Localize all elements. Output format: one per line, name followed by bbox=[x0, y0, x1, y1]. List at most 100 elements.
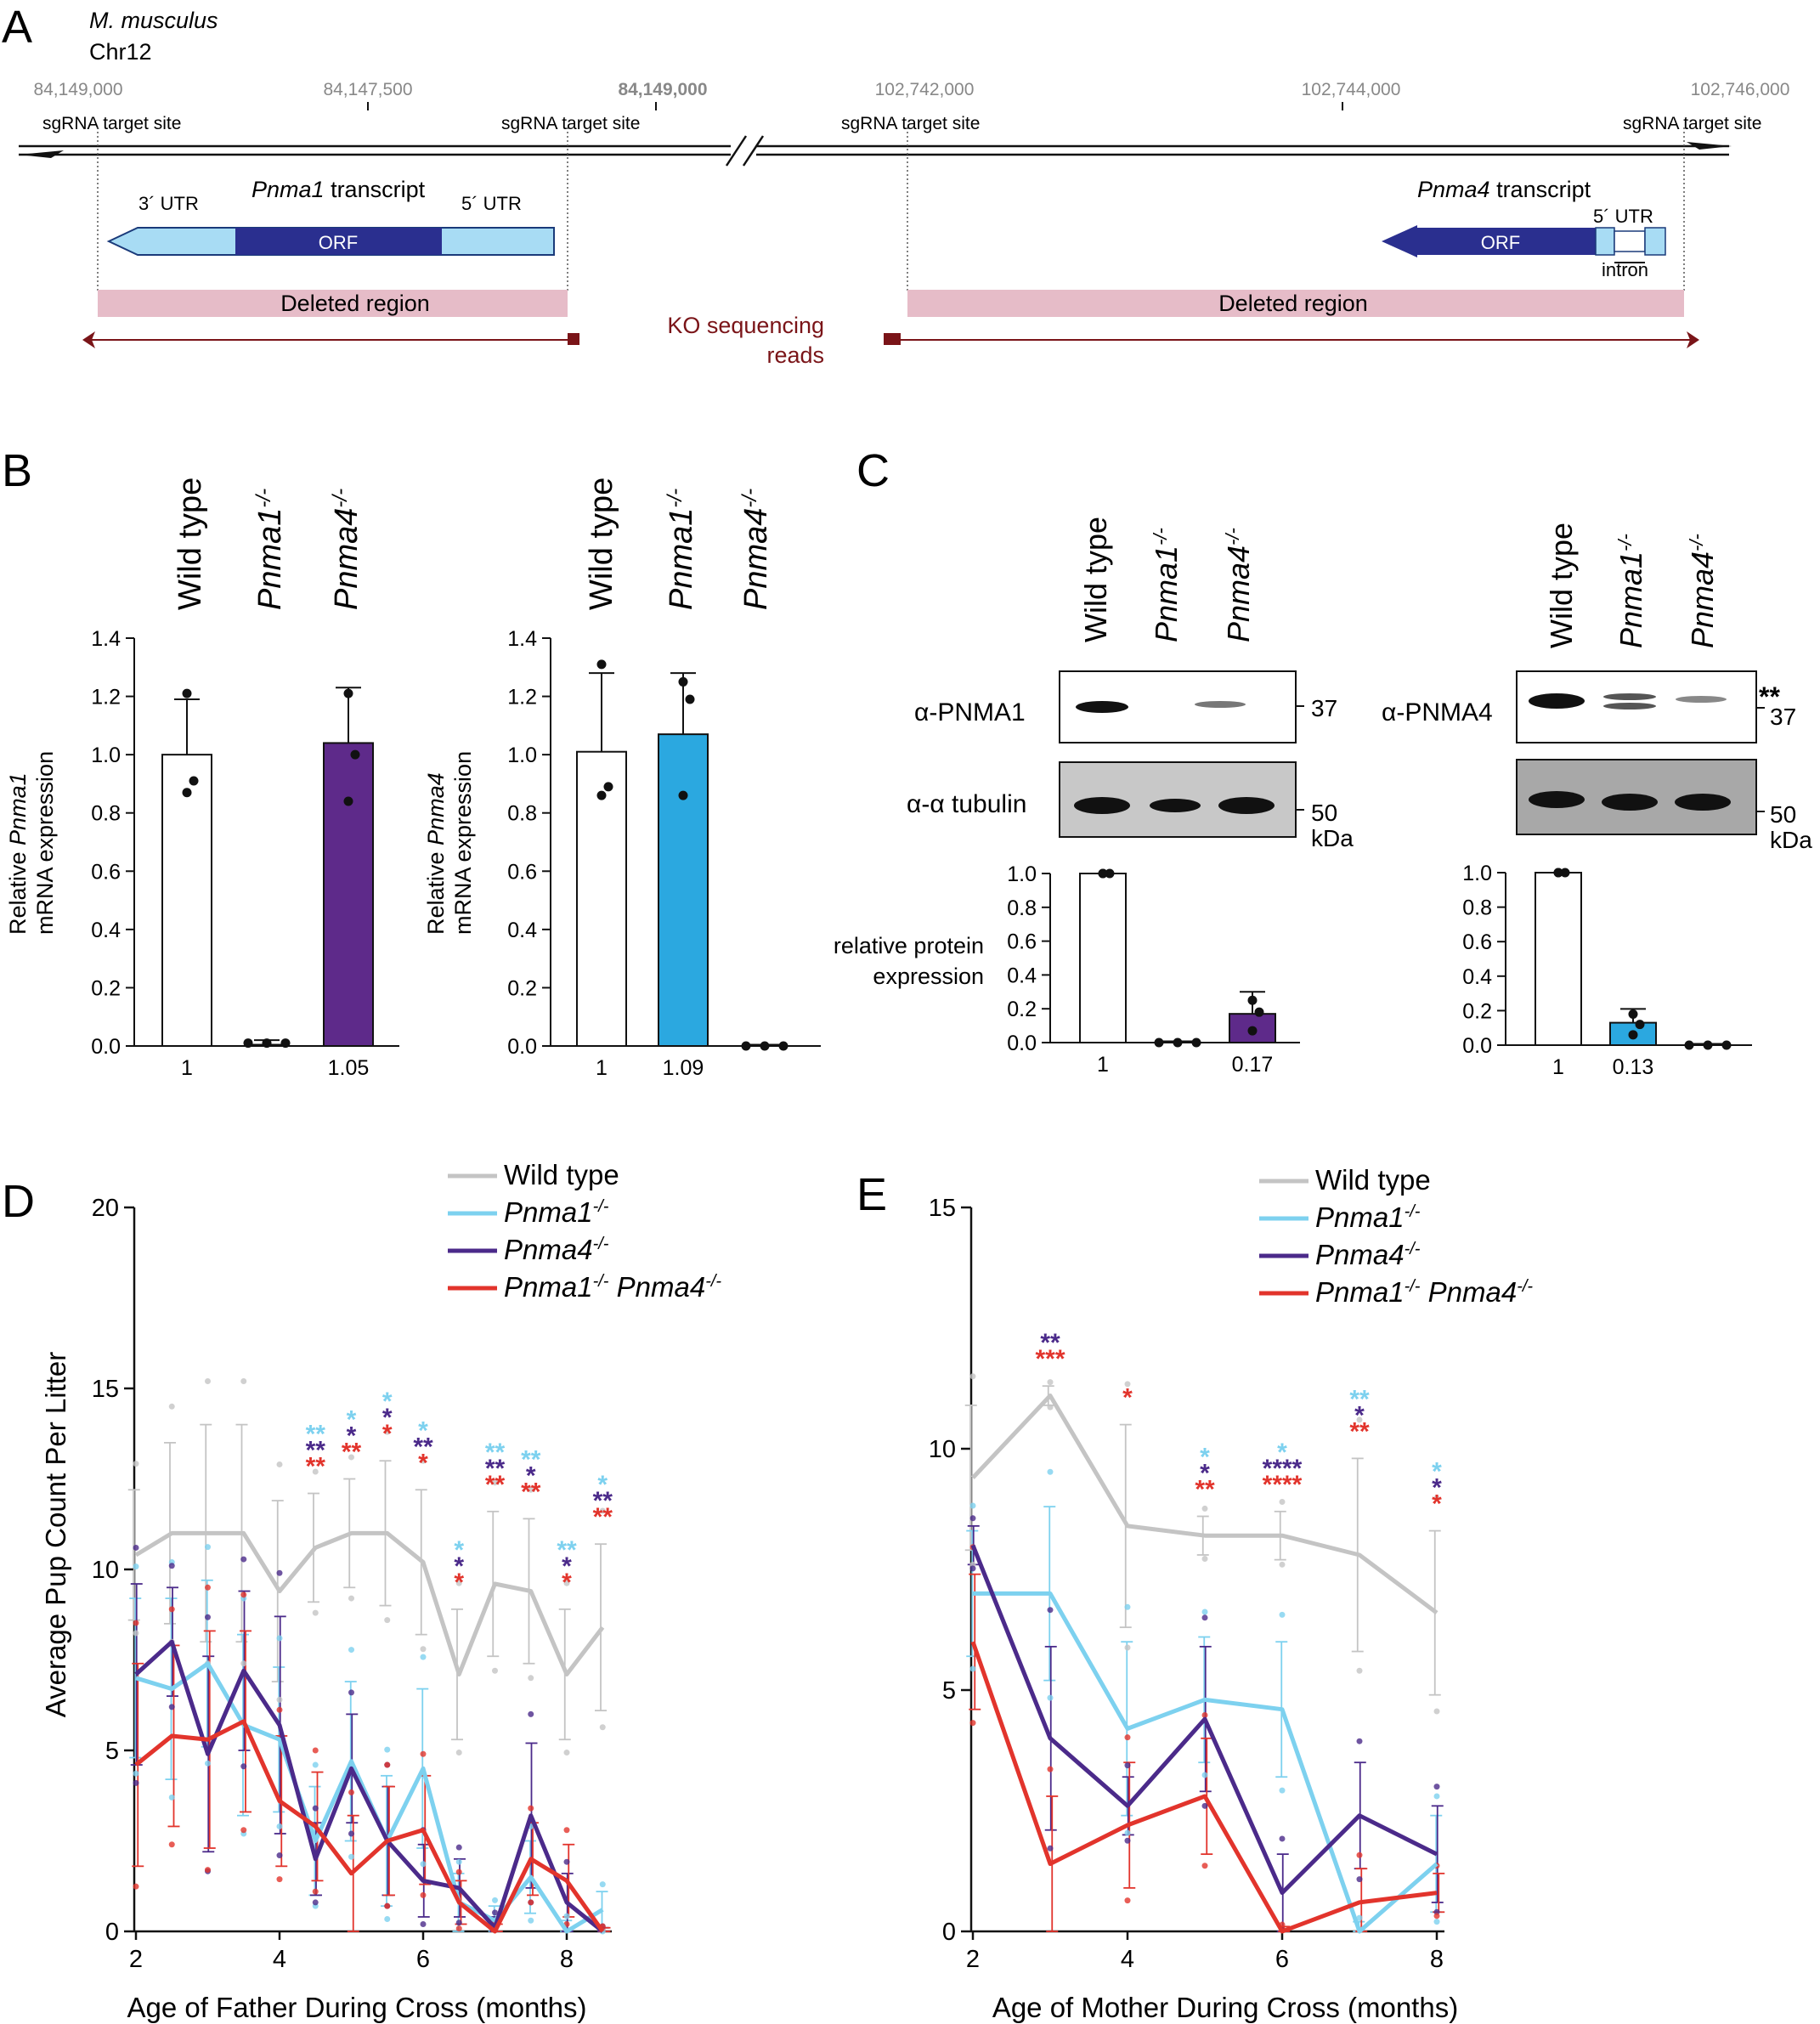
significance-mark: * bbox=[526, 1461, 536, 1490]
series-line bbox=[134, 1639, 604, 1933]
y-tick-label: 0.0 bbox=[1007, 1032, 1037, 1055]
y-tick-label: 0.8 bbox=[507, 802, 537, 826]
data-point bbox=[1173, 1037, 1183, 1048]
data-point bbox=[276, 1696, 283, 1703]
blot-band bbox=[1074, 797, 1130, 814]
legend-entry: Pnma1-/- bbox=[1315, 1201, 1421, 1233]
data-point bbox=[1201, 1802, 1208, 1809]
data-point bbox=[1201, 1772, 1208, 1778]
blot-band bbox=[1195, 701, 1246, 708]
significance-mark: * bbox=[382, 1404, 393, 1432]
y-tick-label: 0.2 bbox=[1462, 999, 1492, 1023]
data-point bbox=[348, 1689, 354, 1696]
data-point bbox=[133, 1779, 139, 1786]
data-point bbox=[492, 1479, 498, 1486]
data-point bbox=[168, 1704, 175, 1710]
data-point bbox=[280, 1038, 291, 1049]
x-axis-label: Age of Mother During Cross (months) bbox=[992, 1992, 1458, 2023]
legend-entry: Pnma4-/- bbox=[504, 1234, 609, 1265]
data-point bbox=[1553, 868, 1563, 878]
y-tick-label: 0.8 bbox=[1007, 896, 1037, 920]
data-point bbox=[168, 1841, 175, 1848]
x-axis-label: Age of Father During Cross (months) bbox=[127, 1992, 586, 2023]
coord-label: 84,149,000 bbox=[33, 80, 122, 99]
data-point bbox=[455, 1844, 462, 1851]
data-point bbox=[420, 1920, 427, 1927]
y-axis-label: Relative Pnma1 bbox=[5, 772, 31, 935]
significance-mark: ** bbox=[485, 1455, 506, 1483]
y-tick-label: 1.0 bbox=[1462, 862, 1492, 885]
kda-label: kDa bbox=[1311, 825, 1354, 851]
data-point bbox=[1201, 1712, 1208, 1719]
data-point bbox=[312, 1761, 319, 1768]
strand-arrow-right bbox=[1687, 142, 1732, 150]
genotype-label: Wild type bbox=[1078, 517, 1113, 642]
pnma1-orf bbox=[235, 228, 442, 255]
significance-mark: * bbox=[1122, 1384, 1133, 1412]
data-point bbox=[348, 1454, 354, 1461]
data-point bbox=[420, 1646, 427, 1653]
pnma4-transcript-arrow: ORF bbox=[1382, 225, 1666, 263]
data-point bbox=[969, 1720, 976, 1727]
chromosome-track bbox=[19, 135, 1729, 167]
data-point bbox=[276, 1876, 283, 1883]
significance-mark: *** bbox=[1035, 1345, 1065, 1373]
data-point bbox=[1124, 1644, 1131, 1651]
data-point bbox=[1201, 1614, 1208, 1621]
blot-band bbox=[1218, 797, 1275, 814]
blot-headers-right: Wild type Pnma1-/- Pnma4-/- bbox=[1544, 523, 1720, 648]
data-point bbox=[1047, 1404, 1054, 1411]
y-tick-label: 15 bbox=[92, 1376, 119, 1403]
significance-mark: * bbox=[1432, 1474, 1442, 1502]
data-point bbox=[348, 1595, 354, 1602]
kda-label: kDa bbox=[1770, 827, 1812, 853]
data-point bbox=[1433, 1913, 1440, 1919]
y-tick-label: 0.2 bbox=[1007, 998, 1037, 1021]
blot-headers-left: Wild type Pnma1-/- Pnma4-/- bbox=[1078, 517, 1256, 642]
data-point bbox=[343, 688, 353, 698]
genotype-label: Pnma1-/- bbox=[1149, 528, 1184, 642]
mw-marker-50: 50 bbox=[1311, 800, 1337, 826]
series-line bbox=[973, 1591, 1438, 1934]
data-point bbox=[276, 1823, 283, 1829]
deleted-region-pnma4 bbox=[907, 290, 1684, 317]
y-tick-label: 0.4 bbox=[1007, 964, 1037, 987]
value-label: 0.17 bbox=[1232, 1053, 1274, 1077]
data-point bbox=[1433, 1708, 1440, 1715]
pnma4-orf bbox=[1382, 225, 1596, 257]
blot-band bbox=[1675, 794, 1731, 811]
data-point bbox=[1047, 1766, 1054, 1772]
data-point bbox=[685, 694, 695, 704]
data-point bbox=[312, 1468, 319, 1475]
data-point bbox=[240, 1591, 247, 1598]
panel-b: B Wild type Pnma1-/- Pnma4-/- 0.0 0.2 0.4 0.6 0… bbox=[2, 445, 821, 1080]
data-point bbox=[528, 1486, 534, 1493]
coord-label: 84,149,000 bbox=[618, 80, 707, 99]
data-point bbox=[420, 1750, 427, 1757]
genotype-label: Pnma4-/- bbox=[329, 489, 365, 610]
legend-entry: Pnma4-/- bbox=[1315, 1239, 1421, 1270]
value-label: 1.05 bbox=[328, 1056, 370, 1080]
series-line bbox=[971, 1394, 1438, 1615]
data-point bbox=[599, 1724, 606, 1731]
significance-mark: ** bbox=[1040, 1329, 1060, 1357]
y-tick-label: 1.4 bbox=[507, 627, 537, 651]
data-point bbox=[596, 790, 607, 800]
data-point bbox=[778, 1041, 788, 1051]
data-point bbox=[133, 1883, 139, 1890]
data-point bbox=[1047, 1845, 1054, 1852]
data-point bbox=[240, 1763, 247, 1770]
significance-mark: * bbox=[562, 1569, 572, 1597]
species-label: M. musculus bbox=[89, 8, 218, 33]
data-point bbox=[1279, 1835, 1286, 1842]
y-tick-label: 5 bbox=[105, 1738, 119, 1765]
data-point bbox=[563, 1858, 570, 1865]
data-point bbox=[528, 1675, 534, 1682]
panel-label-b: B bbox=[2, 445, 32, 496]
sgrna-target-label: sgRNA target site bbox=[841, 114, 980, 133]
data-point bbox=[1560, 868, 1570, 878]
genotype-label: Pnma4-/- bbox=[1685, 534, 1720, 648]
blot-band bbox=[1603, 693, 1656, 700]
